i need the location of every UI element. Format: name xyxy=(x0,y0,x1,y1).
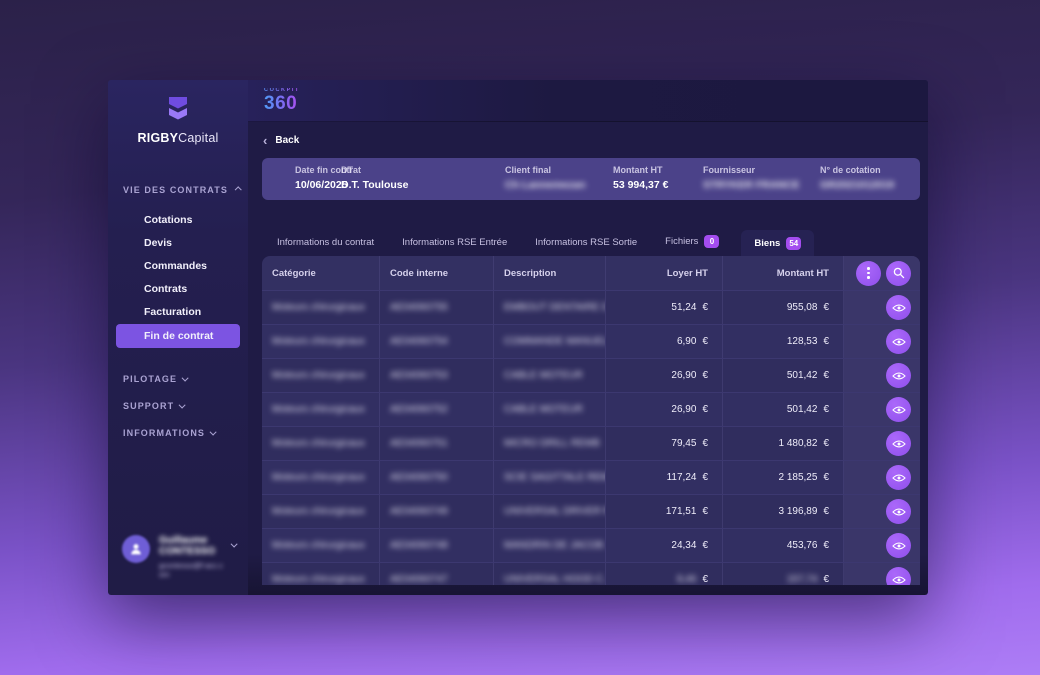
table-header-actions xyxy=(844,256,920,290)
table-row: Moteurs chirurgicaux AE04060749 UNIVERSA… xyxy=(262,494,920,528)
cockpit-logo-text: COCKPIT xyxy=(264,87,300,94)
chevron-down-icon xyxy=(209,428,217,436)
sidebar: RIGBYCapital VIE DES CONTRATS Cotations … xyxy=(108,80,248,595)
nav-section-label: INFORMATIONS xyxy=(123,428,206,438)
brand-bold: RIGBY xyxy=(137,131,179,145)
summary-fournisseur: Fournisseur STRYKER FRANCE xyxy=(703,165,800,191)
view-row-button[interactable] xyxy=(886,567,911,585)
chevron-left-icon: ‹ xyxy=(263,132,268,148)
back-button[interactable]: ‹ Back xyxy=(263,132,300,148)
user-meta: Guillaume CONTESSO gcontesso@f-acc.com xyxy=(159,535,224,579)
nav-collapsed-sections: PILOTAGE SUPPORT INFORMATIONS xyxy=(108,372,248,440)
user-email: gcontesso@f-acc.com xyxy=(159,561,223,579)
view-row-button[interactable] xyxy=(886,329,911,354)
eye-icon xyxy=(891,508,906,515)
summary-montant-ht: Montant HT 53 994,37 € xyxy=(613,165,669,191)
eye-icon xyxy=(891,304,906,311)
nav-items: Cotations Devis Commandes Contrats Factu… xyxy=(108,209,248,348)
eye-icon xyxy=(891,474,906,481)
col-categorie: Catégorie xyxy=(262,256,380,290)
sidebar-nav: VIE DES CONTRATS Cotations Devis Command… xyxy=(108,183,248,440)
more-options-button[interactable] xyxy=(856,260,881,286)
biens-count-badge: 54 xyxy=(786,236,802,250)
nav-section-label: VIE DES CONTRATS xyxy=(123,185,228,195)
back-label: Back xyxy=(275,135,300,146)
cockpit360-logo: COCKPIT 360 xyxy=(264,88,300,113)
view-row-button[interactable] xyxy=(886,363,911,388)
app-window: RIGBYCapital VIE DES CONTRATS Cotations … xyxy=(108,80,928,595)
content: ‹ Back Date fin contrat 10/06/2025 DT D.… xyxy=(248,122,928,595)
tab-informations-du-contrat[interactable]: Informations du contrat xyxy=(277,237,375,248)
summary-cotation: N° de cotation GR2021012019 xyxy=(820,165,895,191)
eye-icon xyxy=(891,542,906,549)
table-row: Moteurs chirurgicaux AE04060750 SCIE SAG… xyxy=(262,460,920,494)
table-row: Moteurs chirurgicaux AE04060754 COMMANDE… xyxy=(262,324,920,358)
chevron-down-icon xyxy=(181,374,189,382)
avatar xyxy=(122,535,150,563)
table-row: Moteurs chirurgicaux AE04060755 EMBOUT D… xyxy=(262,290,920,324)
search-button[interactable] xyxy=(886,260,911,286)
col-description: Description xyxy=(494,256,606,290)
eye-icon xyxy=(891,440,906,447)
tab-fichiers[interactable]: Fichiers 0 xyxy=(665,235,720,256)
view-row-button[interactable] xyxy=(886,499,911,524)
summary-date-fin-contrat: Date fin contrat 10/06/2025 xyxy=(295,165,362,191)
summary-dt: DT D.T. Toulouse xyxy=(341,165,409,191)
sidebar-item-fin-de-contrat[interactable]: Fin de contrat xyxy=(116,324,240,348)
brand: RIGBYCapital xyxy=(108,80,248,145)
tab-biens[interactable]: Biens 54 xyxy=(741,230,815,256)
nav-section-label: SUPPORT xyxy=(123,401,175,411)
brand-light: Capital xyxy=(178,131,219,145)
eye-icon xyxy=(891,576,906,583)
chevron-down-icon xyxy=(178,401,186,409)
logo-360-text: 360 xyxy=(264,94,300,113)
fichiers-count-badge: 0 xyxy=(704,235,720,248)
table-row: Moteurs chirurgicaux AE04060752 CABLE MO… xyxy=(262,392,920,426)
nav-section-support[interactable]: SUPPORT xyxy=(108,399,248,413)
sidebar-item-commandes[interactable]: Commandes xyxy=(144,260,208,272)
rigby-logo-icon xyxy=(169,97,187,120)
search-icon xyxy=(893,267,904,279)
nav-section-pilotage[interactable]: PILOTAGE xyxy=(108,372,248,386)
eye-icon xyxy=(891,406,906,413)
chevron-down-icon xyxy=(230,540,238,548)
summary-client-final: Client final Ch Lannemezan xyxy=(505,165,586,191)
person-icon xyxy=(131,544,141,555)
tab-bar: Informations du contrat Informations RSE… xyxy=(262,230,920,256)
col-montant-ht: Montant HT xyxy=(723,256,844,290)
table-row: Moteurs chirurgicaux AE04060753 CABLE MO… xyxy=(262,358,920,392)
table-row: Moteurs chirurgicaux AE04060751 MICRO DR… xyxy=(262,426,920,460)
tab-informations-rse-entree[interactable]: Informations RSE Entrée xyxy=(402,237,508,248)
col-code-interne: Code interne xyxy=(380,256,494,290)
chevron-up-icon xyxy=(234,185,242,193)
nav-section-vie-des-contrats[interactable]: VIE DES CONTRATS xyxy=(108,183,248,197)
topbar: COCKPIT 360 xyxy=(248,80,928,122)
tab-informations-rse-sortie[interactable]: Informations RSE Sortie xyxy=(535,237,638,248)
table-row: Moteurs chirurgicaux AE04060748 MANDRIN … xyxy=(262,528,920,562)
brand-name: RIGBYCapital xyxy=(108,131,248,145)
table-header-row: Catégorie Code interne Description Loyer… xyxy=(262,256,920,290)
col-loyer-ht: Loyer HT xyxy=(606,256,723,290)
view-row-button[interactable] xyxy=(886,431,911,456)
view-row-button[interactable] xyxy=(886,533,911,558)
user-name: Guillaume CONTESSO xyxy=(159,535,216,557)
sidebar-item-cotations[interactable]: Cotations xyxy=(144,214,193,226)
eye-icon xyxy=(891,372,906,379)
table-row-clipped: Moteurs chirurgicaux AE04060747 UNIVERSA… xyxy=(262,562,920,585)
view-row-button[interactable] xyxy=(886,397,911,422)
kebab-icon xyxy=(867,267,870,279)
contract-summary-bar: Date fin contrat 10/06/2025 DT D.T. Toul… xyxy=(262,158,920,200)
view-row-button[interactable] xyxy=(886,295,911,320)
sidebar-item-contrats[interactable]: Contrats xyxy=(144,283,188,295)
user-card[interactable]: Guillaume CONTESSO gcontesso@f-acc.com xyxy=(108,523,248,595)
sidebar-item-devis[interactable]: Devis xyxy=(144,237,173,249)
sidebar-item-facturation[interactable]: Facturation xyxy=(144,306,202,318)
main-area: COCKPIT 360 ‹ Back Date fin contrat 10/0… xyxy=(248,80,928,595)
eye-icon xyxy=(891,338,906,345)
biens-table: Catégorie Code interne Description Loyer… xyxy=(262,256,920,585)
view-row-button[interactable] xyxy=(886,465,911,490)
nav-section-label: PILOTAGE xyxy=(123,374,178,384)
nav-section-informations[interactable]: INFORMATIONS xyxy=(108,426,248,440)
